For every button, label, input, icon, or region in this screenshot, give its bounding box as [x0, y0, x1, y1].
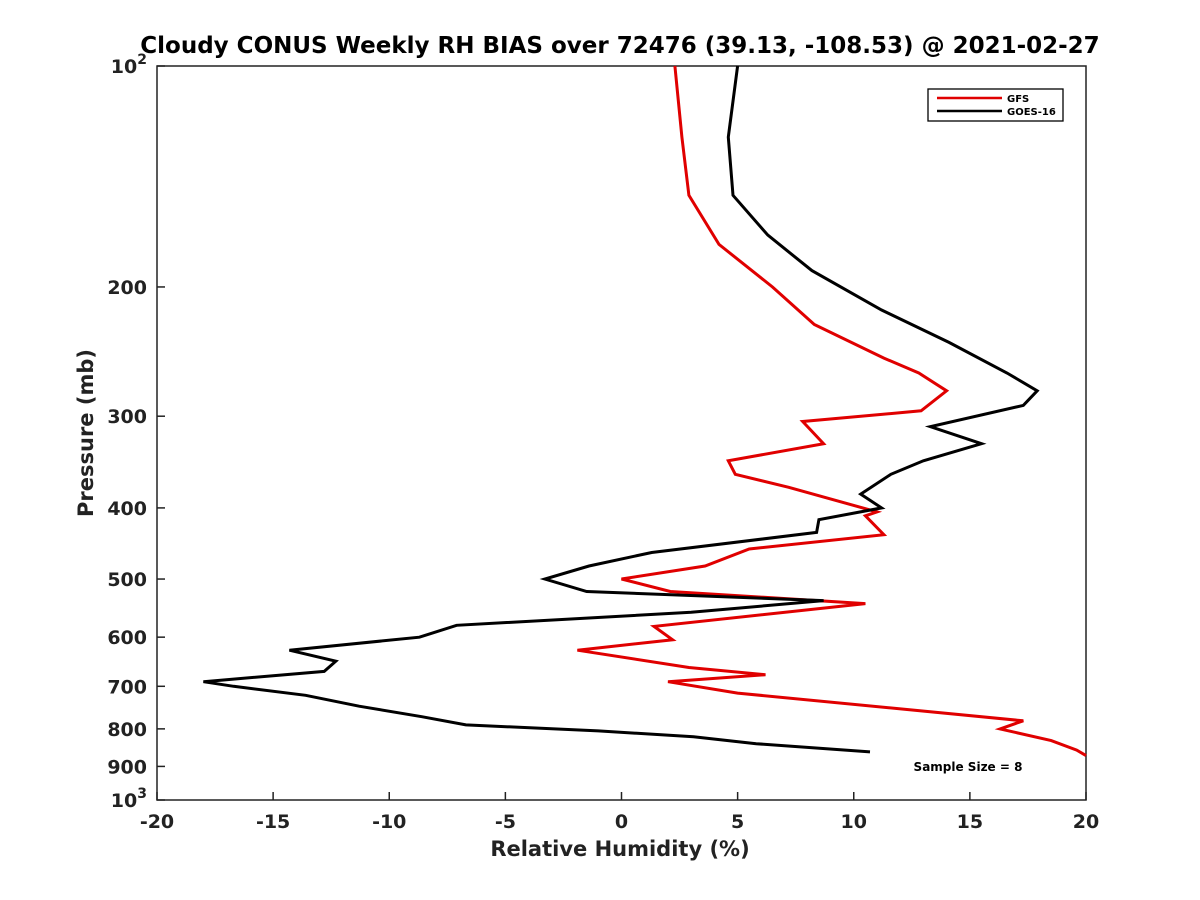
legend: GFS GOES-16 — [927, 88, 1064, 122]
y-tick-label: 400 — [107, 498, 147, 520]
series-line-goes-16 — [203, 65, 1040, 754]
legend-label-goes-16: GOES-16 — [1007, 107, 1056, 118]
x-tick-label: -5 — [495, 811, 516, 833]
x-axis-label: Relative Humidity (%) — [490, 837, 749, 861]
legend-label-gfs: GFS — [1007, 94, 1029, 105]
y-tick-label: 500 — [107, 569, 147, 591]
x-tick-label: 15 — [957, 811, 983, 833]
y-axis-label: Pressure (mb) — [74, 349, 98, 517]
sample-size-annotation: Sample Size = 8 — [914, 760, 1023, 774]
x-tick-label: 20 — [1073, 811, 1099, 833]
y-axis: 102 200 300 400 500 600 700 800 900 103 — [107, 52, 165, 812]
x-tick-label: 0 — [615, 811, 628, 833]
y-tick-label: 800 — [107, 719, 147, 741]
x-tick-label: 10 — [841, 811, 867, 833]
y-tick-label: 103 — [111, 786, 147, 812]
y-tick-label: 900 — [107, 756, 147, 778]
x-tick-label: 5 — [731, 811, 744, 833]
y-tick-label: 102 — [111, 52, 147, 78]
y-tick-label: 300 — [107, 406, 147, 428]
x-axis: -20 -15 -10 -5 0 5 10 15 20 — [140, 792, 1099, 833]
plot-area: -20 -15 -10 -5 0 5 10 15 20 102 200 300 400 500 600 70… — [107, 52, 1099, 833]
x-tick-label: -20 — [140, 811, 174, 833]
series-layer — [203, 65, 1087, 757]
y-tick-label: 600 — [107, 627, 147, 649]
y-tick-label: 200 — [107, 277, 147, 299]
chart-title: Cloudy CONUS Weekly RH BIAS over 72476 (… — [140, 33, 1099, 59]
series-line-gfs — [577, 65, 1087, 757]
x-tick-label: -15 — [256, 811, 290, 833]
y-tick-label: 700 — [107, 676, 147, 698]
legend-box — [927, 88, 1064, 122]
x-tick-label: -10 — [372, 811, 406, 833]
